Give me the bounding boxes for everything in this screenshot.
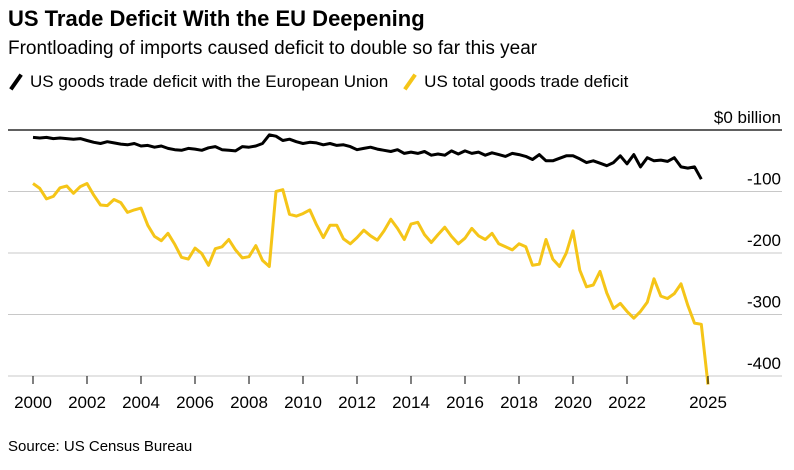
y-tick-label-1: -100 <box>747 170 781 189</box>
x-tick-label-2: 2004 <box>122 393 160 412</box>
series-line-eu <box>32 133 703 180</box>
legend-label-eu: US goods trade deficit with the European… <box>30 72 389 91</box>
x-tick-label-11: 2022 <box>608 393 646 412</box>
series-layer <box>32 133 710 385</box>
x-axis-ticks: 2000 2002 2004 2006 2008 2010 2012 2014 2016 2018… <box>14 376 727 412</box>
x-tick-label-7: 2014 <box>392 393 430 412</box>
y-tick-label-4: -400 <box>747 354 781 373</box>
x-tick-label-12: 2025 <box>689 393 727 412</box>
x-tick-label-4: 2008 <box>230 393 268 412</box>
x-tick-label-8: 2016 <box>446 393 484 412</box>
legend-label-total: US total goods trade deficit <box>424 72 629 91</box>
y-tick-label-3: -300 <box>747 293 781 312</box>
x-tick-label-1: 2002 <box>68 393 106 412</box>
series-line-total <box>32 182 710 385</box>
legend-item-total: US total goods trade deficit <box>402 72 628 92</box>
chart-subtitle: Frontloading of imports caused deficit t… <box>8 38 538 59</box>
y-tick-label-0: $0 billion <box>714 108 781 127</box>
y-axis-ticks: $0 billion -100 -200 -300 -400 <box>714 108 781 373</box>
y-tick-label-2: -200 <box>747 231 781 250</box>
x-tick-label-5: 2010 <box>284 393 322 412</box>
source-note: Source: US Census Bureau <box>8 438 193 455</box>
x-tick-label-9: 2018 <box>500 393 538 412</box>
x-tick-label-0: 2000 <box>14 393 52 412</box>
grid-layer <box>8 129 782 377</box>
chart-title: US Trade Deficit With the EU Deepening <box>8 6 425 31</box>
x-tick-label-10: 2020 <box>554 393 592 412</box>
x-tick-label-6: 2012 <box>338 393 376 412</box>
x-tick-label-3: 2006 <box>176 393 214 412</box>
legend: US goods trade deficit with the European… <box>8 72 642 92</box>
legend-item-eu: US goods trade deficit with the European… <box>8 72 388 92</box>
